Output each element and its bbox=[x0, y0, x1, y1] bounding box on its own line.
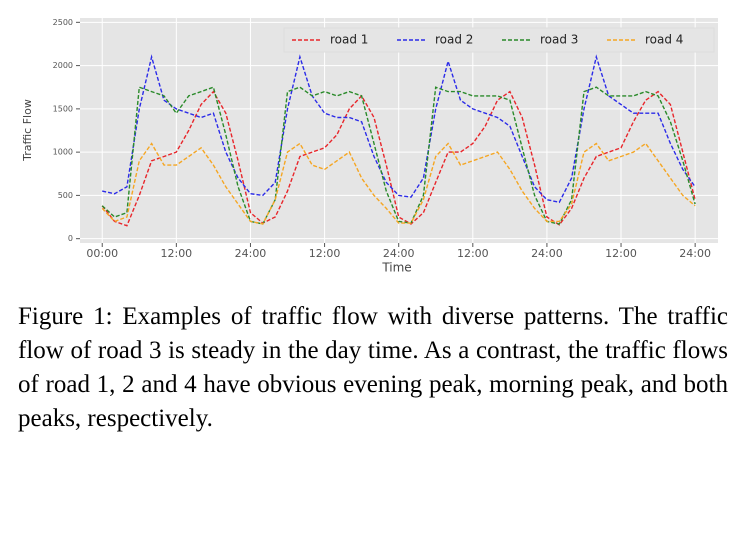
y-tick-label: 2500 bbox=[53, 18, 73, 27]
y-tick-label: 1000 bbox=[53, 148, 73, 157]
series-line bbox=[101, 86, 696, 225]
legend-box bbox=[283, 27, 715, 53]
x-axis-label: Time bbox=[381, 261, 411, 275]
caption: Figure 1: Examples of traffic flow with … bbox=[18, 303, 728, 432]
x-tick-label: 12:00 bbox=[457, 247, 489, 260]
y-tick-label: 500 bbox=[58, 191, 73, 200]
series-line bbox=[101, 142, 696, 225]
legend-label: road 3 bbox=[540, 33, 578, 47]
y-tick-label: 0 bbox=[68, 234, 73, 243]
x-tick-label: 00:00 bbox=[86, 247, 118, 260]
chart: Time Traffic Flow 0 500 1000 1500 2000 2500 00… bbox=[21, 18, 718, 275]
legend-label: road 4 bbox=[645, 33, 683, 47]
x-tick-label: 24:00 bbox=[383, 247, 415, 260]
y-axis-label: Traffic Flow bbox=[21, 99, 34, 162]
x-tick-label: 24:00 bbox=[679, 247, 711, 260]
y-tick-label: 2000 bbox=[53, 61, 73, 70]
x-tick-label: 12:00 bbox=[605, 247, 637, 260]
legend-label: road 1 bbox=[330, 33, 368, 47]
series-line bbox=[101, 90, 696, 227]
x-tick-label: 12:00 bbox=[160, 247, 192, 260]
x-tick-label: 24:00 bbox=[531, 247, 563, 260]
y-tick-label: 1500 bbox=[53, 104, 73, 113]
x-tick-label: 12:00 bbox=[309, 247, 341, 260]
legend-label: road 2 bbox=[435, 33, 473, 47]
series-line bbox=[102, 54, 696, 204]
x-tick-label: 24:00 bbox=[235, 247, 267, 260]
